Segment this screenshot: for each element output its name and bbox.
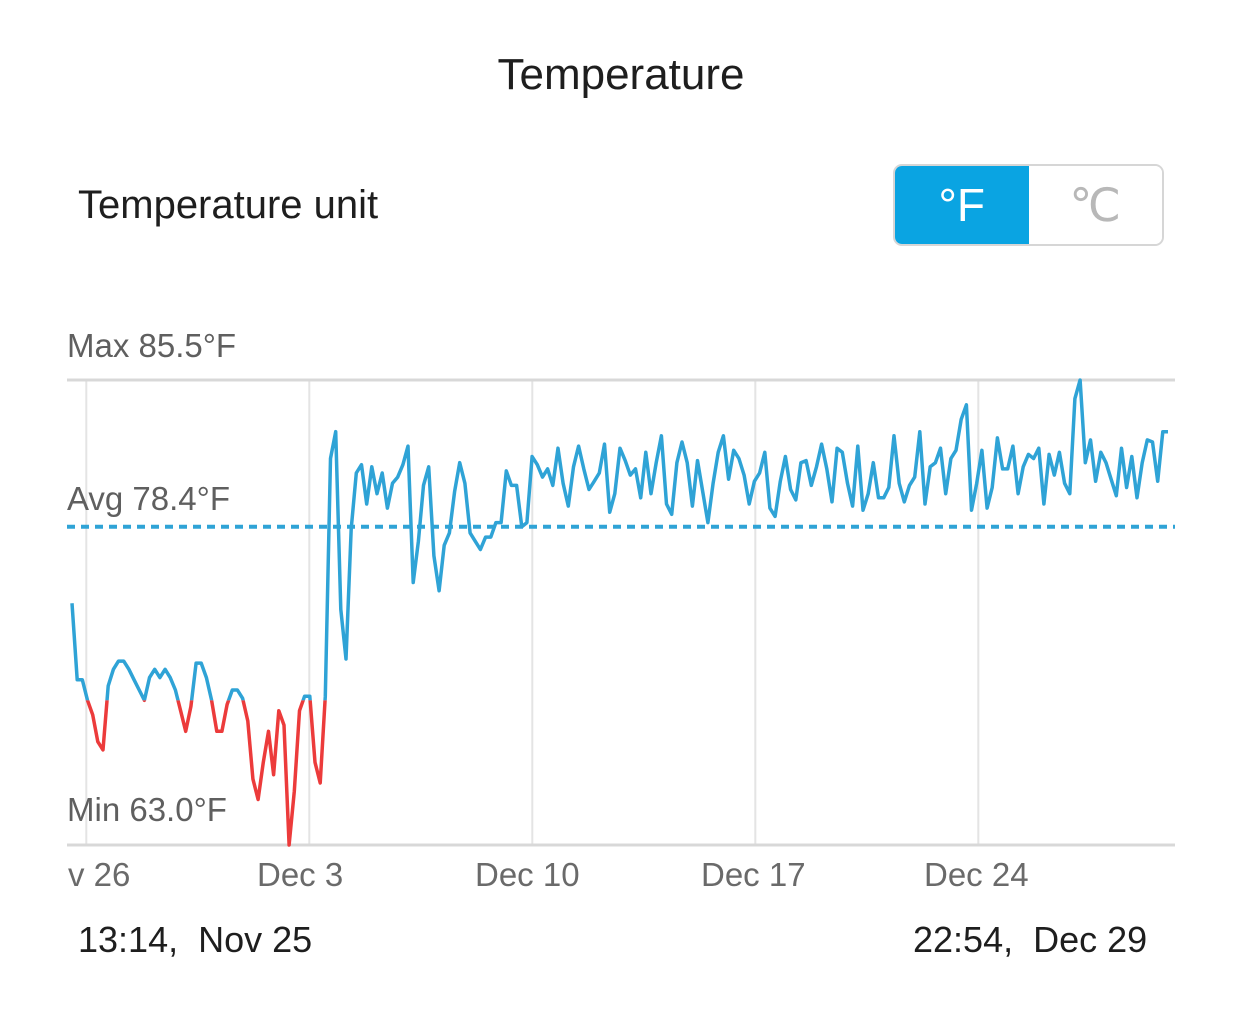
avg-label: Avg 78.4°F (67, 480, 231, 517)
temperature-line-low (85, 700, 327, 847)
x-tick-label: Dec 17 (701, 856, 806, 893)
max-label: Max 85.5°F (67, 327, 237, 364)
x-tick-label: v 26 (68, 856, 131, 893)
x-tick-label: Dec 24 (924, 856, 1029, 893)
temperature-unit-label: Temperature unit (78, 183, 379, 227)
min-label: Min 63.0°F (67, 791, 227, 828)
temperature-unit-toggle[interactable]: °F ℃ (893, 164, 1164, 246)
temperature-line (70, 378, 1168, 701)
x-tick-label: Dec 10 (475, 856, 580, 893)
range-end-time: 22:54, Dec 29 (913, 919, 1148, 960)
celsius-option[interactable]: ℃ (1028, 166, 1162, 244)
x-tick-label: Dec 3 (257, 856, 344, 893)
range-start-time: 13:14, Nov 25 (78, 919, 313, 960)
page-title: Temperature (497, 50, 745, 99)
fahrenheit-option[interactable]: °F (895, 166, 1029, 244)
